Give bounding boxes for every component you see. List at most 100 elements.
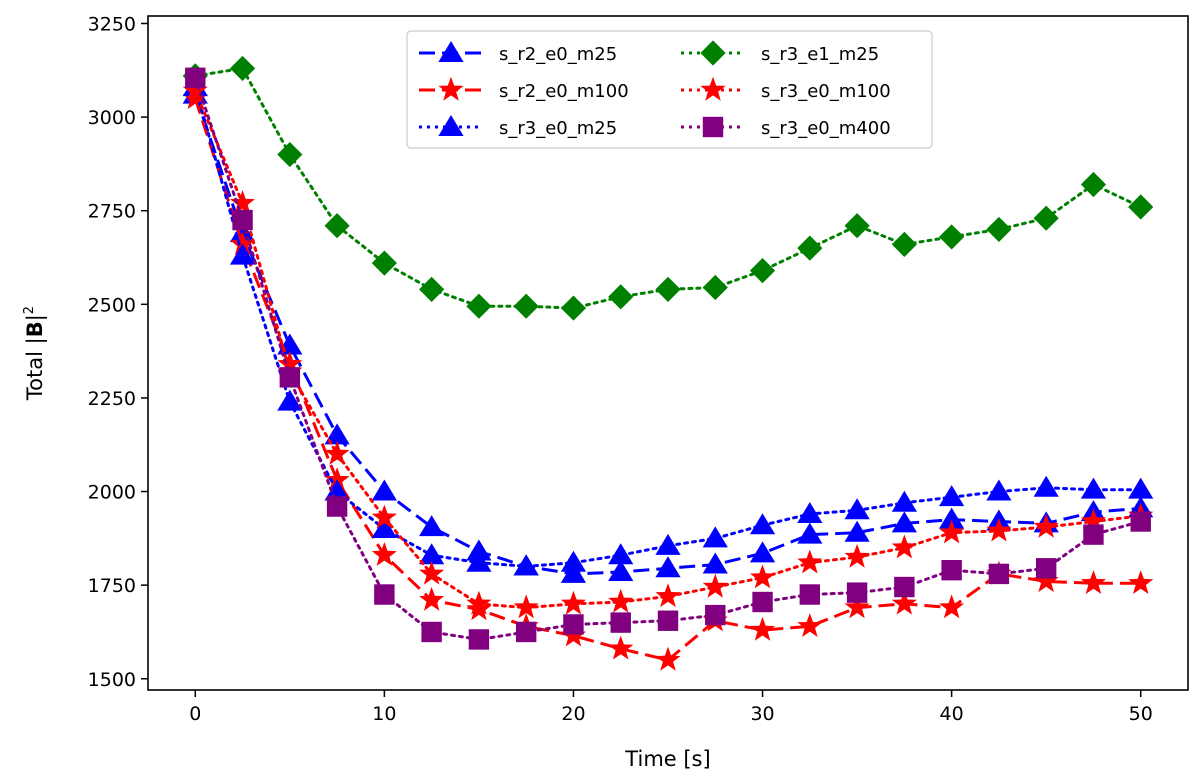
x-tick-label: 40	[940, 703, 964, 725]
data-point	[608, 635, 634, 660]
legend-item-s_r3_e0_m100: s_r3_e0_m100	[681, 76, 891, 102]
data-point	[279, 367, 301, 388]
legend-marker	[700, 40, 726, 66]
legend-label: s_r3_e0_m25	[499, 118, 617, 139]
data-point	[891, 511, 917, 533]
data-point	[324, 479, 350, 501]
data-point	[846, 582, 868, 603]
data-point	[891, 490, 917, 512]
data-point	[657, 610, 679, 631]
data-point	[182, 85, 208, 110]
data-point	[610, 612, 631, 633]
data-point	[468, 629, 490, 650]
data-point	[608, 284, 634, 310]
data-point	[1033, 513, 1059, 538]
series-s_r3_e0_m100	[182, 77, 1154, 619]
data-point	[797, 522, 823, 544]
legend-marker	[702, 116, 724, 138]
data-point	[371, 504, 397, 529]
data-point	[939, 519, 965, 544]
x-tick-label: 10	[372, 703, 396, 725]
data-point	[466, 590, 492, 615]
data-point	[1033, 205, 1059, 231]
data-point	[466, 550, 492, 572]
data-point	[702, 573, 728, 598]
data-point	[1080, 508, 1106, 533]
series-s_r3_e0_m25	[182, 75, 1154, 576]
data-point	[515, 621, 537, 643]
data-point	[702, 526, 728, 548]
data-point	[797, 502, 823, 524]
data-point	[1128, 570, 1154, 594]
data-point	[560, 550, 587, 572]
data-point	[655, 646, 681, 671]
data-point	[844, 498, 870, 520]
data-point	[655, 276, 681, 302]
y-axis-title-bold: B	[23, 321, 47, 337]
legend-item-s_r2_e0_m25: s_r2_e0_m25	[419, 41, 617, 65]
data-point	[1130, 511, 1151, 532]
data-point	[229, 243, 256, 265]
legend-label: s_r2_e0_m25	[499, 44, 617, 65]
data-point	[750, 616, 776, 641]
x-axis-title: Time [s]	[624, 747, 710, 771]
series-s_r3_e0_m400	[185, 67, 1151, 650]
data-point	[277, 389, 303, 411]
data-point	[513, 594, 539, 619]
y-axis-title-main: Total |	[23, 337, 48, 401]
data-point	[891, 590, 917, 615]
data-point	[371, 479, 397, 501]
data-point	[560, 561, 587, 583]
data-point	[232, 209, 253, 231]
data-point	[986, 216, 1012, 243]
data-point	[655, 556, 681, 578]
data-point	[1033, 475, 1059, 497]
legend-item-s_r3_e1_m25: s_r3_e1_m25	[681, 40, 879, 66]
legend: s_r2_e0_m25 s_r2_e0_m100 s_r3_e0_m25 s_r3_e…	[406, 30, 933, 149]
data-point	[324, 467, 350, 491]
data-point	[939, 507, 965, 529]
data-point	[1080, 171, 1107, 198]
data-point	[324, 213, 350, 239]
data-point	[986, 517, 1012, 542]
data-point	[230, 190, 256, 214]
data-point	[655, 583, 681, 608]
x-tick-label: 0	[189, 703, 201, 725]
x-tick-label: 20	[561, 703, 585, 725]
data-point	[1033, 568, 1059, 593]
data-point	[844, 213, 870, 239]
y-tick-label: 3250	[88, 13, 136, 35]
y-axis-title-superscript: 2	[22, 306, 37, 314]
legend-item-s_r3_e0_m25: s_r3_e0_m25	[419, 115, 617, 139]
data-point	[185, 67, 206, 88]
y-tick-label: 2000	[88, 482, 136, 504]
y-tick-label: 2500	[88, 294, 136, 316]
x-tick-label: 30	[750, 703, 774, 725]
data-point	[797, 613, 823, 637]
data-point	[371, 542, 397, 566]
y-axis-title-tail: |	[23, 314, 48, 321]
data-point	[939, 224, 965, 250]
data-point	[797, 549, 823, 574]
legend-marker	[438, 76, 464, 101]
data-point	[1035, 558, 1057, 579]
legend-label: s_r2_e0_m100	[499, 81, 629, 102]
data-point	[419, 276, 445, 302]
data-point	[705, 604, 726, 626]
y-tick-label: 3000	[88, 107, 136, 129]
data-point	[466, 293, 492, 319]
data-point	[326, 496, 348, 517]
series-line	[193, 89, 1143, 610]
data-point	[513, 293, 539, 319]
legend-label: s_r3_e1_m25	[761, 44, 879, 65]
data-point	[749, 513, 776, 535]
data-point	[894, 576, 915, 598]
data-point	[752, 591, 773, 613]
data-point	[749, 258, 776, 284]
data-point	[939, 485, 965, 507]
data-point	[371, 516, 397, 538]
legend-marker	[438, 41, 464, 62]
data-point	[277, 141, 303, 168]
data-point	[702, 552, 728, 574]
